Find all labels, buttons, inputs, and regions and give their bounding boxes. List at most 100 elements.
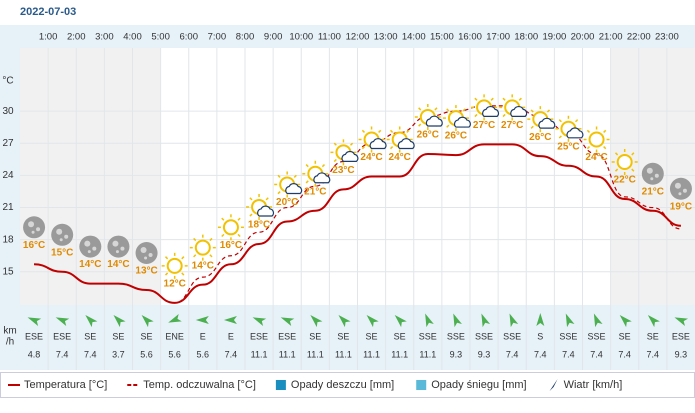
sun-ray bbox=[305, 180, 309, 184]
sun-ray bbox=[614, 152, 619, 156]
moon-disc bbox=[669, 177, 692, 200]
sun-ray bbox=[333, 142, 337, 146]
cloud-icon bbox=[482, 106, 500, 117]
wind-direction: ESE bbox=[278, 331, 296, 341]
wind-arrow bbox=[280, 317, 295, 326]
wind-arrow bbox=[223, 316, 237, 324]
wind-direction: SSE bbox=[447, 331, 465, 341]
hour-label: 23:00 bbox=[655, 32, 679, 43]
moon-disc bbox=[135, 242, 158, 265]
wind-speed: 7.4 bbox=[225, 349, 238, 359]
sun-ray bbox=[530, 109, 534, 113]
temperature-label: 27°C bbox=[473, 120, 495, 131]
wind-speed: 7.4 bbox=[562, 349, 575, 359]
moon-spot bbox=[28, 221, 35, 228]
temperature-label: 18°C bbox=[248, 220, 270, 231]
sun-ray bbox=[277, 174, 281, 178]
wind-arrow bbox=[453, 313, 462, 328]
sun-icon bbox=[583, 126, 610, 153]
sun-icon bbox=[217, 214, 244, 241]
sun-ray bbox=[614, 168, 619, 172]
wind-arrow bbox=[647, 315, 660, 328]
legend-label: Temperatura [°C] bbox=[24, 379, 107, 391]
sun-ray bbox=[249, 197, 253, 201]
moon-spot bbox=[87, 250, 91, 254]
hour-label: 1:00 bbox=[39, 32, 58, 43]
wind-speed: 5.6 bbox=[168, 349, 181, 359]
wind-speed: 11.1 bbox=[363, 349, 380, 359]
sun-disc bbox=[588, 131, 605, 148]
wind-direction: SE bbox=[619, 331, 631, 341]
wind-arrow bbox=[141, 315, 154, 328]
night-shade bbox=[20, 48, 161, 305]
sun-ray bbox=[305, 164, 309, 168]
wind-arrow bbox=[27, 317, 42, 326]
temperature-label: 26°C bbox=[445, 131, 467, 142]
temperature-label: 19°C bbox=[670, 201, 692, 212]
sun-ray bbox=[418, 107, 422, 111]
cloud-icon bbox=[257, 205, 275, 217]
sun-disc bbox=[166, 257, 183, 274]
sun-ray bbox=[631, 168, 635, 172]
sun-ray bbox=[221, 233, 225, 238]
axis-column bbox=[0, 25, 20, 370]
hour-label: 4:00 bbox=[123, 32, 142, 43]
wind-speed: 11.1 bbox=[419, 349, 436, 359]
cloud-icon bbox=[566, 127, 584, 139]
wind-speed: 7.4 bbox=[506, 349, 519, 359]
wind-direction: ENE bbox=[165, 331, 184, 341]
sun-ray bbox=[546, 109, 551, 113]
hour-label: 3:00 bbox=[95, 32, 114, 43]
cloud-icon bbox=[453, 116, 471, 128]
y-tick-label: 21 bbox=[2, 202, 14, 213]
wind-direction: SSE bbox=[419, 331, 437, 341]
sun-ray bbox=[434, 107, 438, 111]
wind-arrow bbox=[394, 315, 407, 328]
cloud-icon bbox=[341, 150, 359, 162]
sun-ray bbox=[164, 256, 169, 260]
sun-ray bbox=[586, 146, 591, 150]
wind-speed: 4.8 bbox=[28, 349, 41, 359]
hour-label: 19:00 bbox=[542, 32, 566, 43]
hour-label: 7:00 bbox=[208, 32, 227, 43]
wind-direction: SSE bbox=[475, 331, 493, 341]
sun-ray bbox=[603, 146, 607, 150]
legend-label: Opady deszczu [mm] bbox=[291, 379, 394, 391]
sun-ray bbox=[530, 125, 534, 129]
wind-arrow bbox=[593, 313, 603, 328]
sun-ray bbox=[237, 233, 241, 238]
moon-spot bbox=[678, 192, 682, 196]
wind-speed: 5.6 bbox=[197, 349, 210, 359]
wind-speed: 11.1 bbox=[307, 349, 324, 359]
wind-arrow bbox=[565, 313, 575, 328]
sun-ray bbox=[389, 146, 394, 150]
sun-ray bbox=[474, 113, 478, 118]
sun-ray bbox=[502, 113, 506, 118]
sun-disc bbox=[222, 219, 239, 236]
wind-speed: 3.7 bbox=[112, 349, 125, 359]
cloud-icon bbox=[397, 138, 415, 150]
temperature-label: 24°C bbox=[360, 152, 382, 163]
series-line bbox=[34, 105, 682, 304]
wind-arrow bbox=[674, 317, 689, 326]
y-tick-label: 18 bbox=[2, 234, 14, 245]
sun-ray bbox=[164, 272, 169, 276]
moon-spot bbox=[654, 173, 659, 178]
temperature-label: 20°C bbox=[276, 197, 298, 208]
sun-ray bbox=[181, 272, 185, 276]
wind-unit: km bbox=[3, 326, 16, 337]
wind-arrow bbox=[366, 315, 379, 328]
temperature-label: 21°C bbox=[642, 186, 664, 197]
moon-spot bbox=[56, 228, 63, 235]
sun-ray bbox=[209, 254, 213, 258]
wind-arrow bbox=[536, 313, 545, 326]
hour-label: 20:00 bbox=[571, 32, 595, 43]
wind-speed: 7.4 bbox=[618, 349, 631, 359]
moon-spot bbox=[36, 227, 41, 232]
wind-direction: SE bbox=[337, 331, 349, 341]
moon-spot bbox=[650, 177, 654, 181]
hour-label: 16:00 bbox=[458, 32, 482, 43]
sun-icon bbox=[358, 126, 385, 153]
cloud-icon bbox=[313, 172, 331, 184]
